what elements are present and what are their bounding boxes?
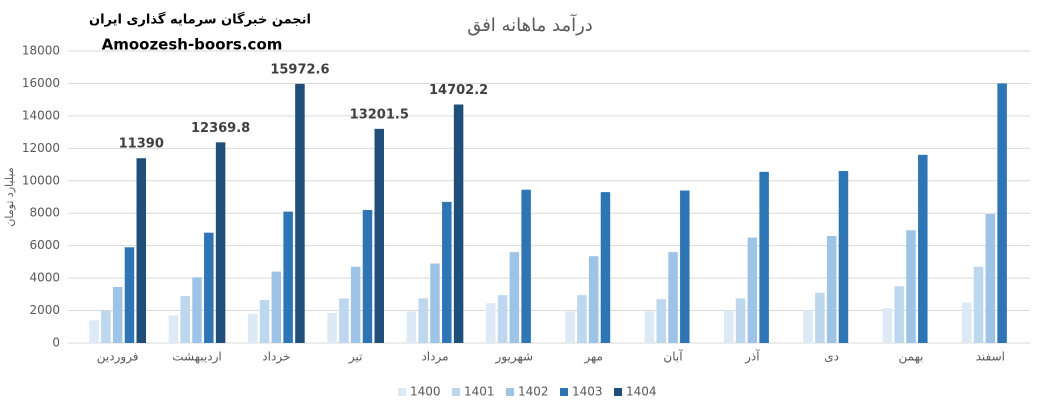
bar [339,298,349,343]
y-tick-label: 16000 [22,76,60,90]
bar [124,247,135,343]
x-tick-label: اردیبهشت [172,350,221,365]
x-tick-label: مرداد [421,350,448,365]
bar [259,300,270,343]
bar [997,83,1007,343]
bar [961,302,972,343]
bar [215,142,226,343]
bar [180,295,190,343]
data-label: 15972.6 [270,62,329,77]
bar [271,271,282,343]
bar [656,299,666,343]
data-label: 12369.8 [191,121,250,136]
chart-title: درآمد ماهانه افق [467,13,593,36]
bar [735,298,746,343]
bar [906,230,916,343]
bar [565,311,575,343]
bar [374,128,385,343]
bar [247,313,258,343]
bar [918,154,928,343]
bar [803,309,813,343]
y-tick-label: 6000 [29,238,60,252]
bar [680,190,690,343]
bar [327,312,337,343]
legend-label: 1402 [518,385,549,399]
x-tick-label: آبان [663,349,683,364]
website: Amoozesh-boors.com [102,36,283,54]
bar [882,308,893,343]
bar [973,266,984,343]
bar [497,295,508,343]
bar [362,209,373,343]
bar [89,320,99,343]
y-tick-label: 18000 [22,44,60,58]
x-tick-label: اسفند [976,350,1005,364]
bar [442,201,452,343]
x-tick-label: خرداد [262,350,290,365]
legend-label: 1401 [464,385,495,399]
bar [509,252,520,343]
data-label: 11390 [119,137,164,152]
y-tick-label: 8000 [29,206,60,220]
bar [406,311,417,343]
bar [101,310,111,343]
legend-swatch [506,388,514,396]
y-tick-label: 4000 [29,271,60,285]
legend-label: 1403 [572,385,603,399]
bar [418,298,428,343]
y-tick-label: 10000 [22,173,60,187]
x-tick-label: آذر [744,349,760,365]
data-label: 13201.5 [350,107,409,122]
bar [588,256,599,343]
bar [485,303,496,343]
x-tick-label: شهریور [495,350,534,365]
y-tick-label: 0 [52,336,60,350]
legend-swatch [560,388,568,396]
bar [521,189,531,343]
bar [283,211,293,343]
watermark: انجمن خبرگان سرمایه گذاری ایران [89,12,311,28]
bar [815,292,825,343]
bar [723,310,734,343]
bar [838,171,849,343]
bar [577,295,587,343]
bar [668,252,678,343]
legend-swatch [614,388,622,396]
bar [759,171,769,343]
x-tick-label: مهر [583,350,603,365]
bar [350,266,361,343]
legend-label: 1404 [626,385,657,399]
x-tick-label: فروردین [97,350,139,365]
x-tick-label: بهمن [899,350,924,365]
bar [644,311,655,343]
bar [204,232,214,343]
data-label: 14702.2 [429,83,488,98]
y-tick-label: 2000 [29,303,60,317]
bar [430,263,440,343]
bar [168,315,179,343]
legend-swatch [398,388,406,396]
bar [747,237,758,343]
bar [826,235,837,343]
y-tick-label: 12000 [22,141,60,155]
bar [295,83,305,344]
bar [894,286,904,343]
x-tick-label: دی [824,350,839,364]
bar [453,104,464,343]
x-tick-label: تیر [348,350,363,365]
bar [192,277,202,343]
y-axis-label: میلیارد تومان [3,167,16,226]
y-tick-label: 14000 [22,108,60,122]
bar [600,192,611,343]
bar [136,158,147,343]
bar [112,287,123,343]
bar [985,214,996,343]
legend-swatch [452,388,460,396]
legend-label: 1400 [410,385,441,399]
